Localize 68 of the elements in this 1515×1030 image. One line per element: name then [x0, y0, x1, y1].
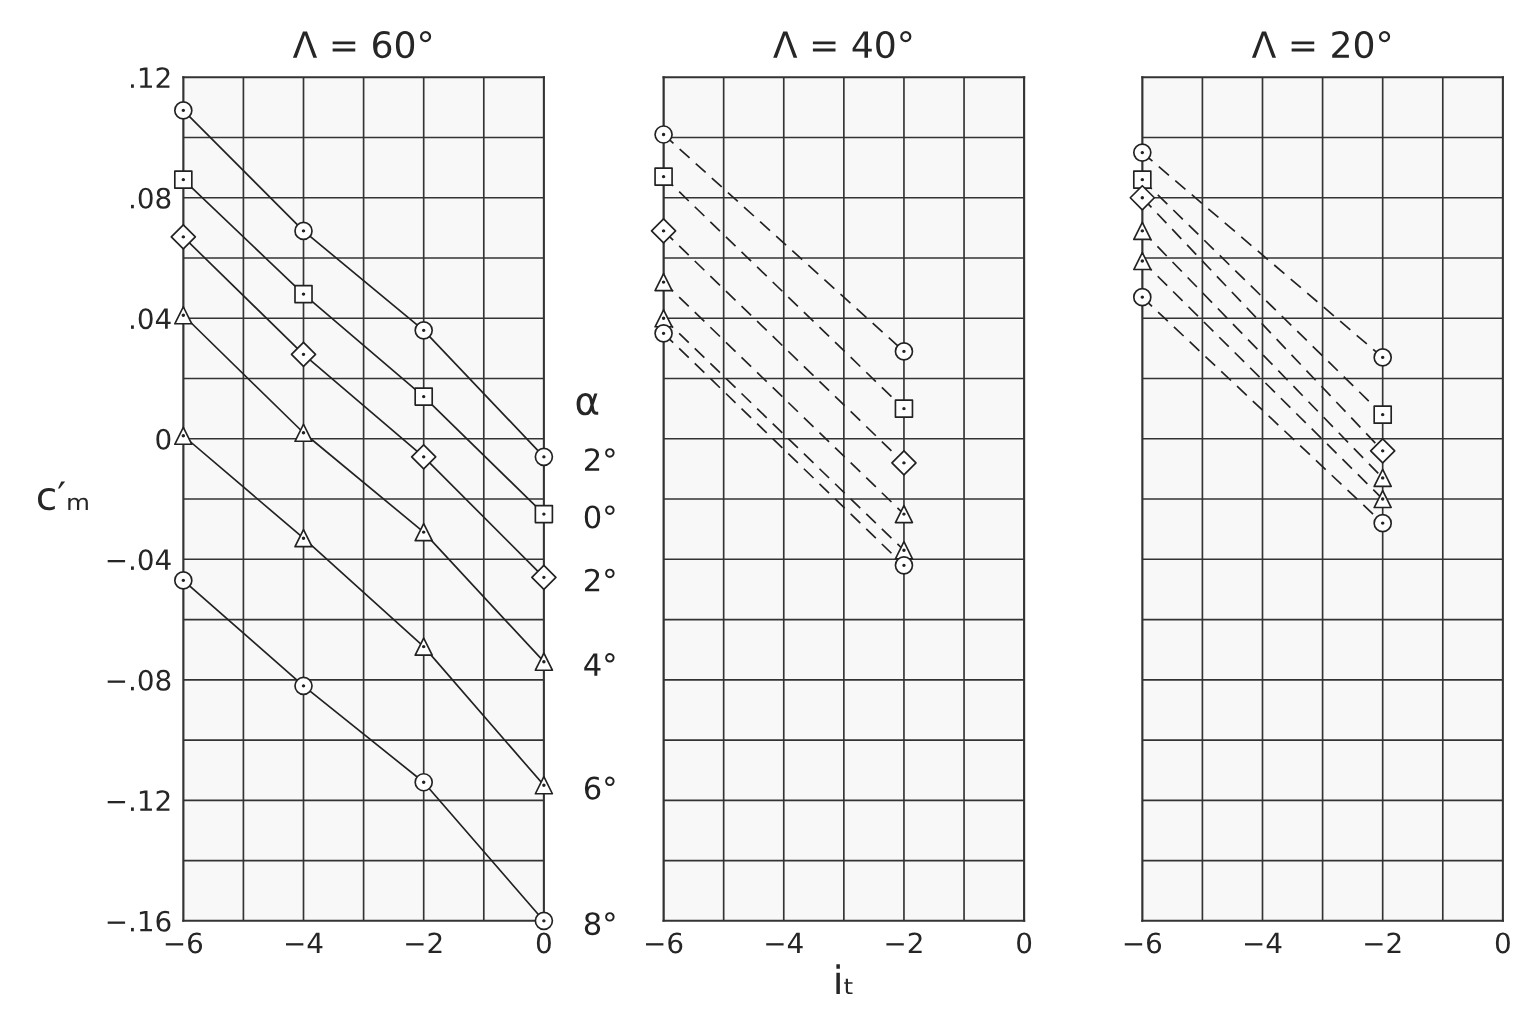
point [650, 218, 677, 244]
point [1373, 489, 1393, 509]
point [1373, 513, 1393, 533]
y-axis-title: c′ₘ [38, 481, 88, 511]
x-tick-label: −6 [1124, 932, 1162, 954]
x-tick-label: 0 [1495, 932, 1510, 954]
x-tick-label: −4 [766, 932, 803, 954]
y-tick-label: .04 [131, 308, 171, 330]
point [173, 571, 193, 590]
point [294, 221, 313, 241]
point [1132, 287, 1152, 307]
y-tick-label: −.12 [107, 790, 170, 811]
point [170, 224, 197, 250]
point [894, 342, 914, 361]
series-label: 4° [584, 653, 615, 676]
point [414, 637, 434, 656]
point [294, 676, 313, 696]
y-tick-label: −.04 [107, 549, 171, 571]
x-tick-label: 0 [1017, 932, 1032, 954]
x-tick-label: −4 [1244, 932, 1282, 954]
x-tick-label: 0 [536, 932, 551, 954]
legend-title: α [576, 393, 599, 416]
point [173, 170, 193, 190]
y-tick-label: 0 [156, 428, 171, 450]
y-tick-label: .08 [131, 187, 171, 209]
x-tick-label: −2 [886, 932, 922, 954]
chart-title: Λ = 20° [1251, 31, 1391, 59]
point [173, 101, 193, 120]
point [1373, 468, 1393, 488]
x-axis-title: iₜ [836, 964, 853, 995]
x-tick-label: −2 [406, 932, 442, 954]
x-tick-label: −6 [165, 932, 203, 954]
point [410, 443, 437, 470]
point [534, 447, 554, 467]
point [654, 125, 673, 144]
point [654, 323, 673, 343]
series-label: 6° [584, 776, 615, 800]
point [1132, 170, 1152, 190]
y-tick-label: −.08 [107, 669, 171, 691]
point [1369, 437, 1396, 464]
x-tick-label: −2 [1365, 932, 1401, 954]
point [1132, 143, 1152, 162]
point [1373, 405, 1393, 425]
point [414, 320, 434, 340]
point [654, 167, 673, 187]
series-label: 2° [585, 448, 615, 471]
x-tick-label: −6 [646, 932, 683, 954]
point [1373, 348, 1393, 367]
y-tick-label: −.16 [107, 910, 171, 932]
point [414, 522, 434, 542]
series-label: 2° [585, 568, 615, 592]
series-label: 0° [584, 505, 615, 529]
point [894, 555, 914, 575]
x-tick-label: −4 [285, 932, 323, 954]
chart-title: Λ = 40° [773, 31, 912, 59]
chart-title: Λ = 60° [292, 31, 432, 59]
point [414, 772, 434, 792]
point [891, 450, 917, 476]
point [290, 341, 317, 368]
point [414, 387, 434, 406]
point [1129, 184, 1156, 211]
point [894, 504, 914, 524]
point [894, 399, 914, 418]
point [531, 564, 557, 591]
point [534, 504, 554, 524]
series-label: 8° [584, 912, 615, 936]
point [294, 284, 313, 304]
y-tick-label: .12 [131, 67, 170, 88]
